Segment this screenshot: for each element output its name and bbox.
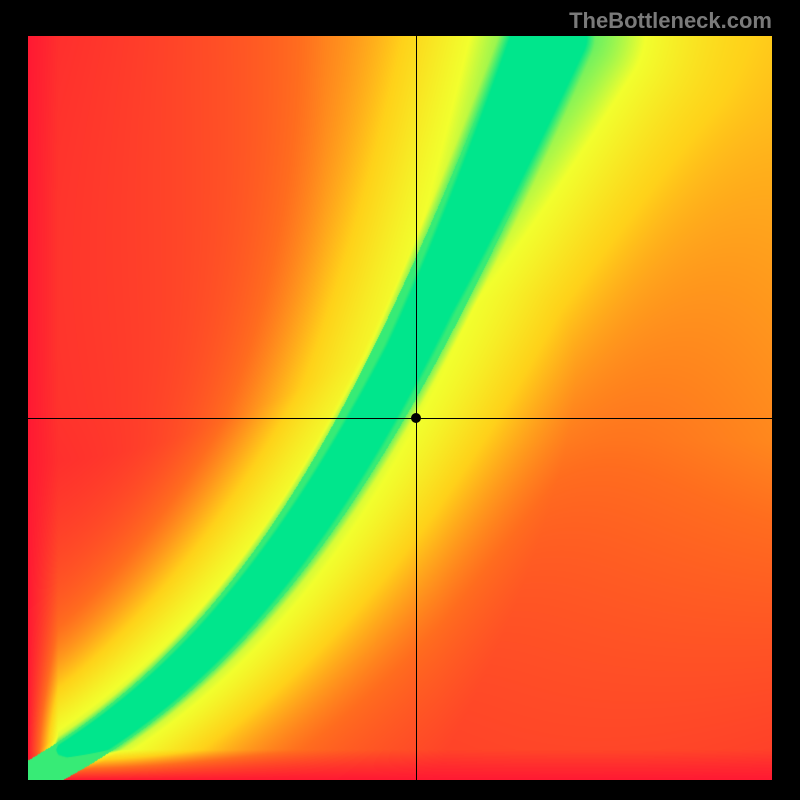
heatmap-plot bbox=[28, 36, 772, 780]
crosshair-vertical bbox=[416, 36, 417, 780]
heatmap-canvas bbox=[28, 36, 772, 780]
watermark-text: TheBottleneck.com bbox=[569, 8, 772, 34]
crosshair-horizontal bbox=[28, 418, 772, 419]
marker-dot bbox=[411, 413, 421, 423]
